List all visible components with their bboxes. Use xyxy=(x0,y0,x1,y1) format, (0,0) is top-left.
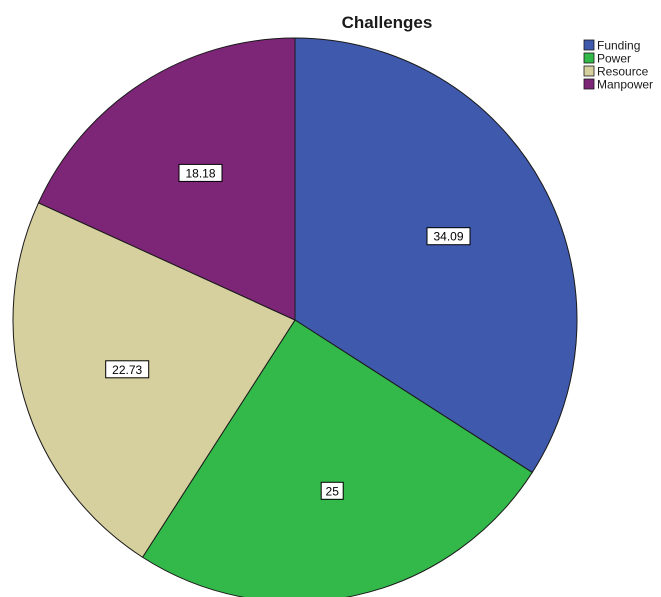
pie-slice-power xyxy=(141,319,533,597)
data-label-box xyxy=(426,227,471,246)
legend-swatch xyxy=(583,65,595,77)
data-label-funding: 34.09 xyxy=(426,227,471,246)
pie-data-labels: 34.09 25 22.73 18.18 xyxy=(105,163,471,500)
legend-item-manpower: Manpower xyxy=(583,78,653,92)
data-label-value: 18.18 xyxy=(185,166,215,180)
pie-slices xyxy=(12,37,578,597)
data-label-box xyxy=(320,481,344,500)
data-label-box xyxy=(178,163,223,182)
chart-title: Challenges xyxy=(342,13,433,32)
data-label-power: 25 xyxy=(320,481,344,500)
pie-slice-manpower xyxy=(37,37,296,321)
data-label-value: 25 xyxy=(326,484,340,498)
data-label-resource: 22.73 xyxy=(105,360,150,379)
data-label-manpower: 18.18 xyxy=(178,163,223,182)
pie-slice-funding xyxy=(294,37,578,474)
data-label-value: 22.73 xyxy=(112,363,142,377)
legend-label: Funding xyxy=(597,39,640,53)
legend-label: Power xyxy=(597,52,631,66)
data-label-value: 34.09 xyxy=(433,230,463,244)
legend-item-resource: Resource xyxy=(583,65,649,79)
pie-slice-resource xyxy=(12,202,296,558)
legend-swatch xyxy=(583,78,595,90)
legend-swatch xyxy=(583,52,595,64)
legend-swatch xyxy=(583,39,595,51)
data-label-box xyxy=(105,360,150,379)
legend-label: Manpower xyxy=(597,78,653,92)
legend-item-funding: Funding xyxy=(583,39,640,53)
legend-item-power: Power xyxy=(583,52,631,66)
legend-label: Resource xyxy=(597,65,649,79)
